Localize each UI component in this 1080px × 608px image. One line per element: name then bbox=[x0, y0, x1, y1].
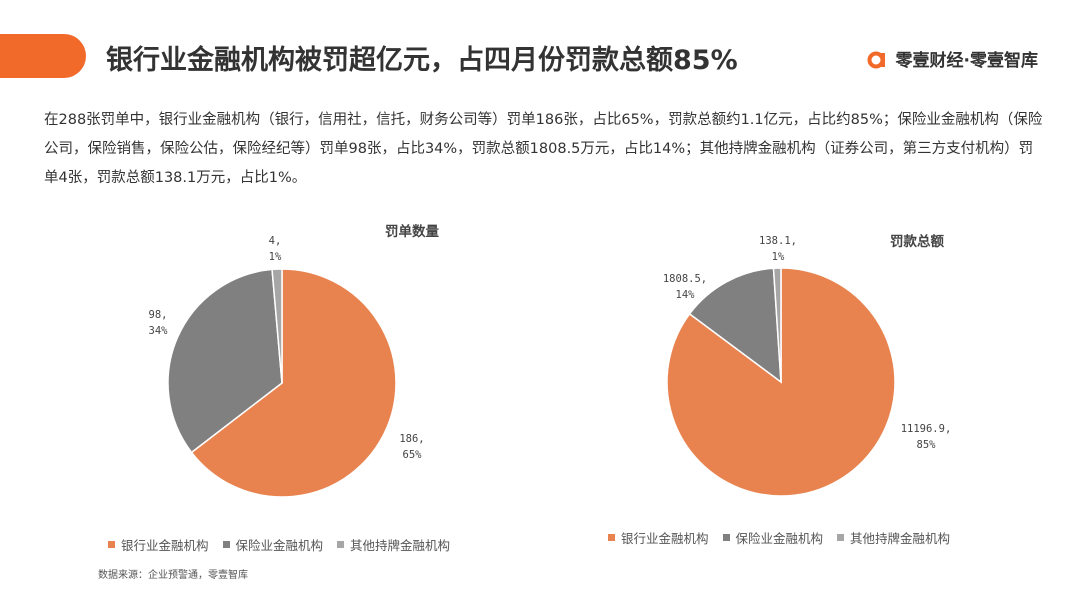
pie-svg-ticket-count: 186, 65% 98, 34% 4, 1% bbox=[149, 235, 425, 498]
slice-banking bbox=[190, 268, 397, 498]
chart-title: 罚单数量 bbox=[385, 224, 439, 240]
legend-label: 保险业金融机构 bbox=[735, 531, 824, 546]
page-title: 银行业金融机构被罚超亿元，占四月份罚款总额85% bbox=[106, 45, 738, 76]
chart-title: 罚款总额 bbox=[890, 234, 944, 250]
brand: 零壹财经·零壹智库 bbox=[866, 46, 1038, 71]
slice-insurance bbox=[167, 268, 283, 454]
pie-chart-fine-amount: 11196.9, 85% 1808.5, 14% 138.1, 1% 罚款总额 银行业金融… bbox=[540, 210, 1060, 560]
legend-item: 其他持牌金融机构 bbox=[837, 528, 950, 547]
brand-name: 零壹财经·零壹智库 bbox=[895, 51, 1038, 71]
chart-legend: 银行业金融机构 保险业金融机构 其他持牌金融机构 bbox=[608, 528, 950, 547]
data-label: 138.1, 1% bbox=[759, 235, 797, 263]
legend-label: 银行业金融机构 bbox=[621, 531, 709, 546]
pie-chart-ticket-count: 186, 65% 98, 34% 4, 1% 罚单数量 银行业金融机构 保险业金融机构 其他持… bbox=[30, 210, 550, 560]
slice-other bbox=[772, 267, 782, 383]
brand-a-icon bbox=[867, 51, 885, 68]
legend-item: 保险业金融机构 bbox=[722, 528, 824, 547]
data-label: 98, 34% bbox=[149, 309, 169, 337]
legend-label: 银行业金融机构 bbox=[121, 538, 209, 553]
legend-swatch bbox=[337, 541, 345, 548]
data-source-note: 数据来源：企业预警通，零壹智库 bbox=[98, 570, 248, 581]
data-label: 11196.9, 85% bbox=[901, 423, 952, 451]
pie-svg-fine-amount: 11196.9, 85% 1808.5, 14% 138.1, 1% bbox=[663, 235, 952, 497]
legend-swatch bbox=[722, 534, 730, 541]
chart-legend: 银行业金融机构 保险业金融机构 其他持牌金融机构 bbox=[108, 535, 450, 554]
legend-label: 保险业金融机构 bbox=[235, 538, 324, 553]
legend-item: 其他持牌金融机构 bbox=[337, 535, 450, 554]
slice-other bbox=[271, 268, 283, 384]
legend-label: 其他持牌金融机构 bbox=[350, 538, 451, 553]
legend-swatch bbox=[837, 534, 845, 541]
slice-insurance bbox=[688, 267, 782, 384]
legend-item: 保险业金融机构 bbox=[222, 535, 324, 554]
legend-swatch bbox=[608, 534, 615, 541]
data-label: 186, 65% bbox=[399, 433, 424, 461]
data-label: 4, 1% bbox=[269, 235, 282, 263]
title-accent-bar bbox=[0, 34, 86, 78]
legend-swatch bbox=[108, 541, 115, 548]
intro-paragraph: 在288张罚单中，银行业金融机构（银行，信用社，信托，财务公司等）罚单186张，… bbox=[44, 112, 1043, 186]
legend-item: 银行业金融机构 bbox=[108, 535, 209, 554]
legend-swatch bbox=[222, 541, 230, 548]
legend-label: 其他持牌金融机构 bbox=[850, 531, 951, 546]
legend-item: 银行业金融机构 bbox=[608, 528, 709, 547]
data-label: 1808.5, 14% bbox=[663, 273, 707, 301]
